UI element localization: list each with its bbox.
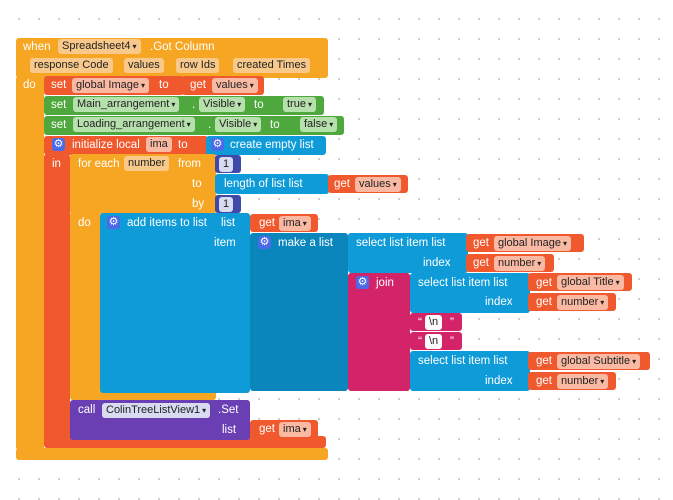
local-var-name[interactable]: ima	[146, 137, 172, 152]
for-each-label: for each	[78, 158, 120, 170]
do-label: do	[78, 217, 91, 229]
get-global-subtitle-dropdown[interactable]: global Subtitle ▾	[557, 354, 641, 369]
get-ima-dropdown[interactable]: ima ▾	[279, 422, 311, 437]
join-label: join	[376, 277, 394, 289]
mutator-gear-icon[interactable]: ⚙	[211, 138, 224, 151]
text-value[interactable]: \n	[425, 315, 443, 330]
to-label: to	[159, 79, 169, 91]
select-list-item-label: select list item list	[418, 277, 508, 289]
get-number-dropdown[interactable]: number ▾	[494, 256, 546, 271]
get-number-dropdown[interactable]: number ▾	[557, 295, 609, 310]
false-dropdown[interactable]: false ▾	[300, 117, 338, 132]
select-list-item-block[interactable]	[410, 351, 530, 391]
list-label: list	[221, 217, 236, 229]
visible-dropdown[interactable]: Visible ▾	[199, 97, 246, 112]
get-label: get	[536, 355, 552, 367]
add-items-block[interactable]	[100, 213, 250, 393]
select-list-item-label: select list item list	[356, 237, 446, 249]
get-label: get	[473, 237, 489, 249]
set-label: set	[51, 99, 67, 111]
add-items-label: add items to list	[127, 217, 207, 229]
get-label: get	[536, 375, 552, 387]
make-a-list-label: make a list	[278, 237, 333, 249]
foreach-footer	[70, 390, 216, 400]
global-var-dropdown[interactable]: global Image ▾	[72, 78, 150, 93]
true-dropdown[interactable]: true ▾	[283, 97, 316, 112]
select-list-item-block[interactable]	[410, 273, 530, 313]
dot-separator: .	[208, 119, 212, 131]
get-label: get	[259, 217, 275, 229]
loading-arrangement-dropdown[interactable]: Loading_arrangement ▾	[73, 117, 195, 132]
method-name: .Set	[218, 404, 239, 416]
main-arrangement-dropdown[interactable]: Main_arrangement ▾	[73, 97, 180, 112]
when-label: when	[23, 41, 51, 53]
get-global-title-dropdown[interactable]: global Title ▾	[557, 275, 624, 290]
open-quote: “	[418, 315, 422, 329]
mutator-gear-icon[interactable]: ⚙	[356, 276, 369, 289]
to-label: to	[270, 119, 280, 131]
get-global-image-dropdown[interactable]: global Image ▾	[494, 236, 572, 251]
get-label: get	[536, 277, 552, 289]
component-dropdown[interactable]: Spreadsheet4 ▾	[58, 39, 141, 54]
index-label: index	[485, 296, 513, 308]
close-quote: ”	[450, 315, 454, 329]
event-footer	[16, 448, 328, 460]
in-label: in	[52, 158, 61, 170]
select-list-item-label: select list item list	[418, 355, 508, 367]
from-value[interactable]: 1	[219, 157, 234, 172]
initialize-local-label: initialize local	[72, 139, 140, 151]
open-quote: “	[418, 334, 422, 348]
set-label: set	[51, 119, 67, 131]
component-dropdown[interactable]: ColinTreeListView1 ▾	[102, 403, 211, 418]
close-quote: ”	[450, 334, 454, 348]
create-empty-list-label: create empty list	[230, 139, 314, 151]
get-label: get	[536, 296, 552, 308]
length-of-list-label: length of list list	[224, 178, 303, 190]
param-values[interactable]: values	[124, 58, 164, 73]
call-label: call	[78, 404, 96, 416]
get-values-dropdown[interactable]: values ▾	[355, 177, 401, 192]
visible-dropdown[interactable]: Visible ▾	[215, 117, 262, 132]
init-local-in-rail	[44, 154, 70, 446]
get-label: get	[334, 178, 350, 190]
mutator-gear-icon[interactable]: ⚙	[52, 138, 65, 151]
list-label: list	[222, 424, 237, 436]
mutator-gear-icon[interactable]: ⚙	[107, 216, 120, 229]
to-label: to	[192, 178, 202, 190]
get-ima-dropdown[interactable]: ima ▾	[279, 216, 311, 231]
do-label: do	[23, 79, 36, 91]
param-created-times[interactable]: created Times	[233, 58, 311, 73]
text-value[interactable]: \n	[425, 334, 443, 349]
param-response-code[interactable]: response Code	[30, 58, 113, 73]
mutator-gear-icon[interactable]: ⚙	[258, 236, 271, 249]
event-do-rail	[16, 76, 44, 450]
join-block[interactable]	[348, 273, 410, 391]
by-label: by	[192, 198, 205, 210]
set-label: set	[51, 79, 67, 91]
by-value[interactable]: 1	[219, 197, 234, 212]
select-list-item-block[interactable]	[348, 233, 468, 273]
to-label: to	[178, 139, 188, 151]
get-label: get	[259, 423, 275, 435]
get-label: get	[190, 79, 206, 91]
from-label: from	[178, 158, 201, 170]
foreach-do-rail	[70, 212, 100, 394]
get-label: get	[473, 257, 489, 269]
loop-var-name[interactable]: number	[124, 156, 170, 171]
create-empty-list-block[interactable]	[206, 136, 326, 155]
index-label: index	[423, 257, 451, 269]
dot-separator: .	[192, 99, 196, 111]
index-label: index	[485, 375, 513, 387]
get-number-dropdown[interactable]: number ▾	[557, 374, 609, 389]
event-name: .Got Column	[150, 41, 215, 53]
get-values-dropdown[interactable]: values ▾	[212, 78, 258, 93]
length-of-list-block[interactable]	[215, 174, 329, 194]
item-label: item	[214, 237, 236, 249]
to-label: to	[254, 99, 264, 111]
make-a-list-block[interactable]	[250, 233, 348, 391]
param-row-ids[interactable]: row Ids	[176, 58, 220, 73]
